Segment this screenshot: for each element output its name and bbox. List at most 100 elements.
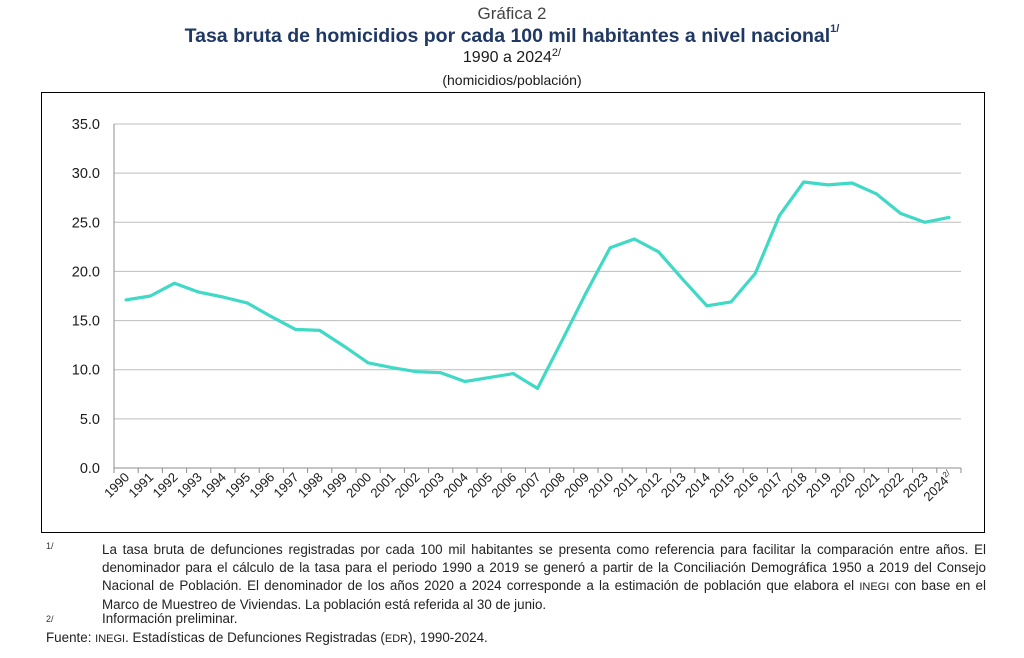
x-tick-label: 2012 xyxy=(634,470,665,501)
data-point xyxy=(487,376,491,380)
x-tick-label: 1990 xyxy=(101,470,132,501)
data-point xyxy=(221,295,225,299)
x-tick-note: 2/ xyxy=(941,468,953,480)
data-point xyxy=(923,220,927,224)
data-point xyxy=(463,380,467,384)
source-edr: EDR xyxy=(384,633,409,645)
series-line xyxy=(124,180,951,390)
data-point xyxy=(778,213,781,217)
x-tick-label: 2010 xyxy=(585,470,616,501)
source-inegi: INEGI xyxy=(95,633,126,645)
y-tick-label: 15.0 xyxy=(72,314,100,330)
source-text-a: . Estadísticas de Defunciones Registrada… xyxy=(125,630,385,645)
data-point xyxy=(753,271,757,275)
data-point xyxy=(148,294,152,298)
data-point xyxy=(439,371,443,375)
data-point xyxy=(802,180,806,184)
x-tick-label: 2008 xyxy=(537,470,568,501)
y-tick-label: 5.0 xyxy=(80,412,100,428)
x-tick-label: 1996 xyxy=(246,470,277,501)
x-tick-label: 1995 xyxy=(222,470,253,501)
x-tick-label: 2018 xyxy=(779,470,810,501)
x-tick-label: 1998 xyxy=(295,470,326,501)
data-point xyxy=(342,344,346,348)
x-tick-label: 1997 xyxy=(271,470,302,501)
data-point xyxy=(657,250,660,254)
x-tick-label: 2020 xyxy=(827,470,858,501)
data-point xyxy=(511,372,515,376)
data-point xyxy=(415,370,418,374)
y-tick-label: 35.0 xyxy=(72,117,100,133)
data-point xyxy=(294,327,297,331)
data-point xyxy=(124,298,128,302)
x-tick-label: 2009 xyxy=(561,470,592,501)
x-tick-label: 2000 xyxy=(343,470,374,501)
x-tick-label: 2011 xyxy=(610,470,640,500)
x-tick-label: 2005 xyxy=(464,470,495,501)
chart-units: (homicidios/población) xyxy=(442,72,582,88)
x-tick-label: 2007 xyxy=(513,470,544,501)
x-tick-label: 2021 xyxy=(851,470,882,501)
x-tick-label: 2004 xyxy=(440,470,471,501)
x-tick-label: 1992 xyxy=(150,470,181,501)
chart-subtitle-note: 2/ xyxy=(551,47,562,59)
x-tick-label: 1993 xyxy=(174,470,205,501)
x-tick-label: 2015 xyxy=(706,470,737,501)
note1-body: La tasa bruta de defunciones registradas… xyxy=(102,542,986,593)
x-tick-label: 2002 xyxy=(392,470,423,501)
x-tick-label: 1991 xyxy=(125,470,156,501)
data-point xyxy=(560,339,564,343)
x-tick-label: 2003 xyxy=(416,470,447,501)
data-point xyxy=(899,211,902,215)
data-point xyxy=(173,281,176,285)
data-point xyxy=(608,246,612,250)
data-point xyxy=(318,328,322,332)
data-point xyxy=(826,183,830,187)
chart-subtitle: 1990 a 20242/ xyxy=(0,47,1024,67)
data-point xyxy=(947,215,951,219)
data-point xyxy=(681,277,685,281)
data-point xyxy=(729,300,733,304)
x-tick-label: 2006 xyxy=(488,470,519,501)
chart-label: Gráfica 2 xyxy=(477,4,547,23)
data-point xyxy=(245,301,249,305)
chart-title-note: 1/ xyxy=(830,23,840,35)
chart-title-text: Tasa bruta de homicidios por cada 100 mi… xyxy=(184,25,831,47)
data-point xyxy=(632,237,636,241)
chart-subtitle-text: 1990 a 2024 xyxy=(462,49,552,66)
note2-mark: 2/ xyxy=(46,614,54,624)
data-point xyxy=(366,361,370,365)
y-tick-label: 20.0 xyxy=(72,264,100,280)
x-tick-label: 2014 xyxy=(682,470,713,501)
source-label: Fuente: xyxy=(46,630,92,645)
x-tick-label: 2001 xyxy=(367,470,398,501)
data-point xyxy=(584,291,588,295)
data-point xyxy=(536,386,539,390)
data-point xyxy=(705,304,709,308)
note1-inegi: INEGI xyxy=(859,581,890,593)
data-point xyxy=(874,192,878,196)
data-point xyxy=(850,181,854,185)
y-tick-label: 30.0 xyxy=(72,166,100,182)
source-line: Fuente: INEGI. Estadísticas de Defuncion… xyxy=(46,629,488,648)
x-tick-label: 20242/ xyxy=(920,468,956,504)
x-tick-label: 2019 xyxy=(803,470,834,501)
y-tick-label: 0.0 xyxy=(80,461,100,477)
y-tick-label: 10.0 xyxy=(72,363,100,379)
chart-title: Tasa bruta de homicidios por cada 100 mi… xyxy=(0,23,1024,48)
note1-text: La tasa bruta de defunciones registradas… xyxy=(102,541,986,614)
data-point xyxy=(269,315,273,319)
x-tick-label: 2013 xyxy=(658,470,689,501)
y-tick-label: 25.0 xyxy=(72,215,100,231)
chart-frame: 0.0 5.0 10.0 15.0 20.0 25.0 30.0 35.0 1990 1991 19… xyxy=(41,92,985,533)
x-tick-label: 1994 xyxy=(198,470,229,501)
x-tick-label: 1999 xyxy=(319,470,350,501)
source-text-b: ), 1990-2024. xyxy=(408,630,488,645)
line-chart: 0.05.010.015.020.025.030.035.01990199119… xyxy=(72,117,962,504)
note2-text: Información preliminar. xyxy=(102,611,238,626)
x-tick-label: 2016 xyxy=(730,470,761,501)
note1-body-end: con base en el Marco de Muestreo de Vivi… xyxy=(102,578,986,612)
x-tick-label: 2017 xyxy=(755,470,786,501)
note1-mark: 1/ xyxy=(46,541,54,551)
x-tick-label: 2022 xyxy=(876,470,907,501)
